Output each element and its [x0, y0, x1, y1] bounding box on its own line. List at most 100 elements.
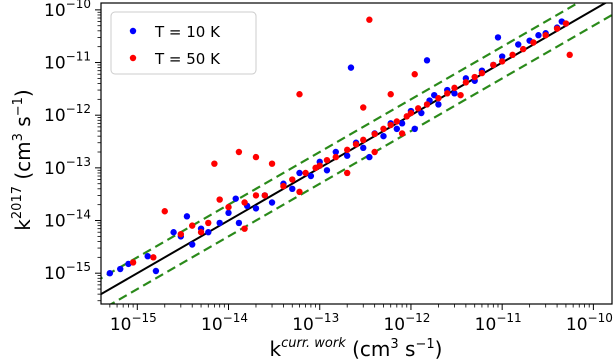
- y-tick-label: 10−14: [44, 208, 91, 232]
- data-point: [211, 160, 218, 167]
- data-point: [232, 195, 239, 202]
- series-t50: [129, 16, 573, 266]
- y-tick-label: 10−15: [44, 260, 91, 284]
- data-point: [398, 120, 406, 127]
- data-point: [161, 208, 168, 215]
- data-point: [366, 16, 373, 23]
- data-point: [509, 51, 516, 59]
- data-point: [343, 152, 351, 159]
- x-tick-label: 10−15: [110, 311, 157, 335]
- y-tick-label: 10−12: [44, 102, 91, 126]
- data-point: [553, 25, 561, 32]
- data-point: [398, 130, 406, 137]
- data-point: [235, 148, 243, 156]
- data-point: [205, 219, 212, 227]
- data-point: [380, 132, 387, 140]
- data-point: [307, 172, 315, 180]
- data-point: [423, 101, 431, 108]
- data-point: [144, 253, 151, 260]
- data-point: [316, 162, 323, 169]
- data-point: [519, 45, 527, 53]
- data-point: [542, 32, 549, 39]
- y-tick-label: 10−10: [44, 0, 91, 21]
- plot-frame: [100, 2, 613, 305]
- data-point: [360, 104, 367, 111]
- data-point: [411, 125, 418, 133]
- data-point: [216, 219, 223, 227]
- lower-bound-line: [109, 13, 612, 304]
- y-tick-label: 10−11: [44, 50, 91, 74]
- data-point: [252, 153, 260, 161]
- data-point: [332, 153, 339, 161]
- x-axis-ticks: 10−15 10−14 10−13 10−12 10−11 10−10: [109, 304, 613, 335]
- data-point: [117, 265, 124, 273]
- data-point: [296, 91, 303, 98]
- x-axis-label: kcurr. work (cm3 s−1): [270, 336, 443, 361]
- legend-label-t10: T = 10 K: [154, 23, 221, 41]
- data-point: [235, 219, 243, 227]
- data-point: [414, 105, 422, 112]
- data-point: [332, 148, 339, 156]
- data-point: [252, 205, 260, 212]
- x-tick-label: 10−14: [201, 311, 248, 335]
- data-point: [343, 169, 351, 177]
- data-point: [423, 57, 431, 64]
- x-tick-label: 10−11: [475, 311, 522, 335]
- data-point: [268, 199, 276, 206]
- data-point: [451, 90, 458, 97]
- x-tick-label: 10−10: [566, 311, 613, 335]
- data-point: [289, 176, 296, 183]
- data-point: [566, 51, 573, 59]
- legend-label-t50: T = 50 K: [154, 50, 221, 68]
- data-point: [387, 91, 394, 98]
- y-axis-ticks: 10−15 10−14 10−13 10−12 10−11 10−10: [44, 0, 101, 302]
- data-point: [407, 109, 415, 117]
- data-point: [225, 209, 232, 217]
- data-points: [106, 16, 573, 277]
- data-point: [371, 148, 378, 156]
- data-point: [366, 153, 373, 161]
- data-point: [515, 41, 522, 48]
- legend: T = 10 K T = 50 K: [110, 11, 257, 75]
- data-point: [296, 169, 303, 177]
- data-point: [296, 188, 303, 196]
- data-point: [225, 203, 232, 211]
- data-point: [183, 213, 191, 220]
- data-point: [352, 141, 360, 148]
- legend-box: [110, 11, 257, 75]
- data-point: [393, 125, 401, 133]
- data-point: [462, 79, 470, 86]
- data-point: [387, 121, 394, 129]
- data-point: [444, 90, 451, 97]
- data-point: [418, 109, 425, 117]
- data-point: [241, 225, 248, 232]
- data-point: [177, 230, 185, 238]
- data-point: [371, 130, 378, 138]
- data-point: [289, 185, 296, 193]
- data-point: [261, 192, 269, 199]
- data-point: [302, 169, 309, 177]
- data-point: [152, 267, 160, 275]
- data-point: [490, 61, 497, 69]
- data-point: [323, 167, 331, 174]
- data-point: [478, 69, 486, 77]
- data-point: [411, 71, 418, 78]
- data-point: [189, 222, 196, 229]
- data-point: [323, 156, 331, 164]
- data-point: [205, 229, 212, 236]
- x-tick-label: 10−13: [292, 311, 339, 335]
- data-point: [170, 229, 177, 236]
- data-point: [471, 73, 478, 81]
- data-point: [189, 241, 196, 248]
- legend-marker-t50: [129, 54, 137, 62]
- data-point: [280, 182, 287, 190]
- x-tick-label: 10−12: [383, 311, 430, 335]
- data-point: [451, 84, 458, 92]
- data-point: [535, 32, 542, 39]
- data-point: [360, 136, 367, 144]
- data-point: [435, 95, 442, 102]
- data-point: [197, 229, 205, 236]
- data-point: [457, 91, 464, 99]
- data-point: [494, 34, 502, 41]
